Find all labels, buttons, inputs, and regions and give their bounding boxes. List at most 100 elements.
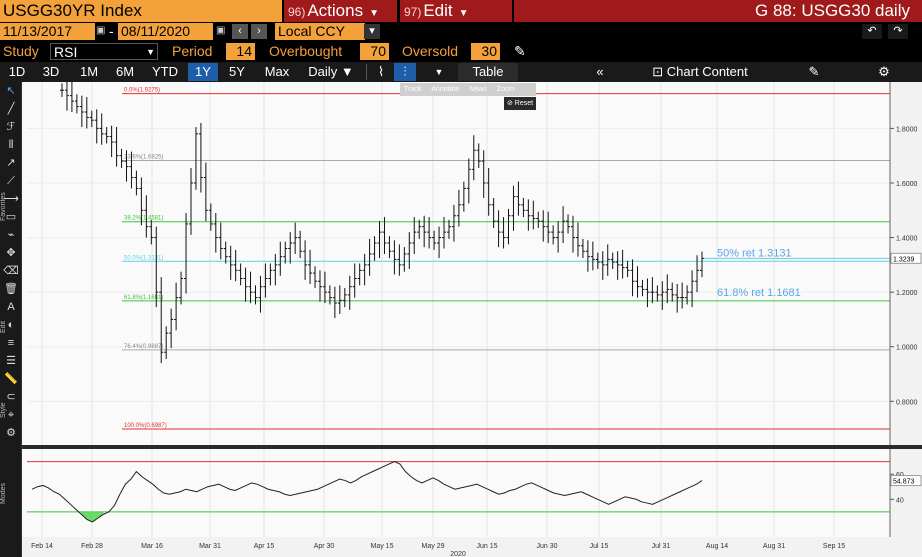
crosshair-icon[interactable]: ⌖ xyxy=(7,409,15,421)
line-style-icon[interactable]: ≡ xyxy=(7,337,15,349)
move-icon[interactable]: ✥ xyxy=(6,247,16,259)
period-input[interactable]: 14 xyxy=(226,43,255,60)
ruler-icon[interactable]: 📏 xyxy=(4,373,18,385)
calendar-icon[interactable]: ▣ xyxy=(96,25,106,36)
edit-menu[interactable]: 97) Edit ▼ xyxy=(400,0,512,22)
last-value-label: 1.3239 xyxy=(893,256,915,263)
rsi-line xyxy=(31,461,703,523)
fib-level-label: 61.8%(1.1681) xyxy=(124,295,163,301)
start-date-field[interactable]: 11/13/2017 xyxy=(0,23,95,40)
frequency-select[interactable]: Daily ▼ xyxy=(302,63,360,81)
cursor-icon[interactable]: ↖ xyxy=(6,85,16,97)
x-tick-label: Mar 16 xyxy=(141,543,163,550)
fibonacci-icon[interactable]: ℱ xyxy=(6,121,16,133)
reset-icon: ⊘ xyxy=(506,100,513,107)
y-tick-label: 0.8000 xyxy=(896,399,918,406)
pencil-icon[interactable]: ✎ xyxy=(514,43,526,59)
settings-icon[interactable]: ⚙ xyxy=(6,427,16,439)
period-button-3d[interactable]: 3D xyxy=(42,64,60,79)
side-toolbar: ↖ ╱ ℱ ⫴ ↗ ⟋ ⟶ ▭ ⌁ ✥ ⌫ 🗑 A ◐ ≡ ☰ 📏 ⊂ ⌖ ⚙ xyxy=(0,82,22,557)
brush-icon[interactable]: ⌁ xyxy=(7,229,15,241)
period-button-1y[interactable]: 1Y xyxy=(188,63,218,81)
chevron-down-icon: ▼ xyxy=(146,47,155,57)
overbought-input[interactable]: 70 xyxy=(360,43,389,60)
header-bar: USGG30YR Index 96) Actions ▼ 97) Edit ▼ G 88… xyxy=(0,0,922,22)
fib-level-label: 100.0%(0.6987) xyxy=(124,423,167,429)
x-tick-label: Jun 15 xyxy=(476,543,497,550)
x-tick-label: Jul 31 xyxy=(652,543,671,550)
overbought-label: Overbought xyxy=(269,43,343,59)
prev-arrow-icon[interactable]: ‹ xyxy=(232,24,248,39)
end-date-field[interactable]: 08/11/2020 xyxy=(118,23,213,40)
retracement-annotation[interactable]: 61.8% ret 1.1681 xyxy=(717,287,801,299)
x-tick-label: Jul 15 xyxy=(590,543,609,550)
x-tick-label: Aug 14 xyxy=(706,543,728,550)
study-value: RSI xyxy=(54,44,78,60)
eraser-icon[interactable]: ⌫ xyxy=(3,265,19,277)
date-separator: - xyxy=(109,23,114,39)
next-arrow-icon[interactable]: › xyxy=(251,24,267,39)
y-tick-label: 1.8000 xyxy=(896,126,918,133)
last-value-box xyxy=(890,252,922,264)
gear-icon[interactable]: ⚙ xyxy=(878,64,890,79)
bar-chart-icon[interactable]: ⫶ xyxy=(394,63,416,81)
track-button[interactable]: Track xyxy=(404,86,422,93)
page-title: G 88: USGG30 daily xyxy=(514,0,922,22)
ray-icon[interactable]: ⟶ xyxy=(3,193,19,205)
chevron-down-icon: ▼ xyxy=(458,8,469,19)
trash-icon[interactable]: 🗑 xyxy=(4,283,18,295)
chevron-down-icon[interactable]: ▾ xyxy=(364,24,380,39)
x-tick-label: Aug 31 xyxy=(763,543,785,550)
rsi-plot-background xyxy=(22,449,890,537)
x-tick-label: May 15 xyxy=(371,543,394,550)
currency-select[interactable]: Local CCY xyxy=(275,23,365,40)
draw-line-icon[interactable]: ╱ xyxy=(7,103,15,115)
reset-button[interactable]: ⊘ Reset xyxy=(504,97,536,110)
period-button-1m[interactable]: 1M xyxy=(79,64,99,79)
chart-icon: ⊡ xyxy=(652,64,664,79)
chart-content-button[interactable]: ⊡ Chart Content xyxy=(640,63,760,81)
actions-menu[interactable]: 96) Actions ▼ xyxy=(284,0,397,22)
edit-icon[interactable]: ✎ xyxy=(808,64,820,79)
x-tick-label: Jun 30 xyxy=(536,543,557,550)
double-chevron-left-icon[interactable]: « xyxy=(596,64,604,79)
x-tick-label: Sep 15 xyxy=(823,543,845,550)
chart-area[interactable]: 0.0%(1.9275) 23.6%(1.6825) 38.2%(1.4581) 50… xyxy=(22,82,922,557)
news-button[interactable]: News xyxy=(469,86,487,93)
magnet-icon[interactable]: ⊂ xyxy=(6,391,16,403)
text-icon[interactable]: A xyxy=(7,301,15,313)
edit-side-label: Edit xyxy=(0,320,7,334)
frequency-value: Daily xyxy=(308,64,338,79)
period-button-6m[interactable]: 6M xyxy=(115,64,135,79)
chevron-down-icon[interactable]: ▼ xyxy=(434,67,444,77)
modes-label: Modes xyxy=(0,482,7,504)
period-button-1d[interactable]: 1D xyxy=(8,64,26,79)
undo-icon[interactable]: ↶ xyxy=(862,24,882,39)
channel-icon[interactable]: ⫴ xyxy=(8,139,14,151)
edit-label: Edit xyxy=(423,1,453,20)
retracement-annotation[interactable]: 50% ret 1.3131 xyxy=(717,247,792,259)
x-tick-label: Feb 14 xyxy=(31,543,53,550)
arrow-icon[interactable]: ↗ xyxy=(6,157,16,169)
pane-divider[interactable] xyxy=(22,445,922,449)
annotate-button[interactable]: Annotate xyxy=(431,86,460,93)
rectangle-icon[interactable]: ▭ xyxy=(5,211,17,223)
redo-icon[interactable]: ↷ xyxy=(888,24,908,39)
line-chart-icon[interactable]: ⌇ xyxy=(377,64,385,79)
ticker-field[interactable]: USGG30YR Index xyxy=(0,0,282,22)
y-tick-label: 1.6000 xyxy=(896,181,918,188)
main-plot-background xyxy=(22,82,890,445)
period-button-ytd[interactable]: YTD xyxy=(152,64,178,79)
oversold-input[interactable]: 30 xyxy=(471,43,500,60)
fib-level-label: 38.2%(1.4581) xyxy=(124,216,163,222)
trendline-icon[interactable]: ⟋ xyxy=(7,175,15,187)
study-select[interactable]: RSI ▼ xyxy=(50,43,158,60)
period-button-5y[interactable]: 5Y xyxy=(229,64,245,79)
line-weight-icon[interactable]: ☰ xyxy=(6,355,16,367)
reset-label: Reset xyxy=(514,100,534,107)
period-button-max[interactable]: Max xyxy=(264,64,290,79)
color-palette-icon[interactable]: ◐ xyxy=(7,319,15,331)
zoom-button[interactable]: Zoom xyxy=(496,86,515,93)
table-button[interactable]: Table xyxy=(458,63,518,81)
calendar-icon[interactable]: ▣ xyxy=(216,25,226,36)
